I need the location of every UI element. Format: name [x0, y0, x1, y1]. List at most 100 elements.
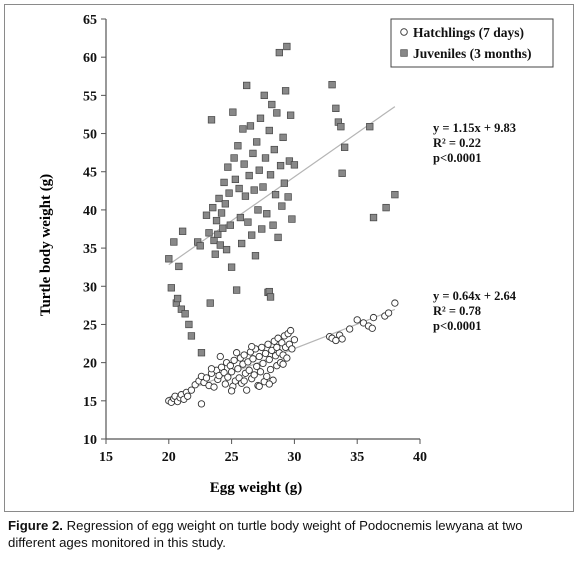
- hatchling-point: [227, 387, 236, 395]
- y-tick-label: 65: [83, 13, 97, 28]
- hatchling-point: [207, 365, 216, 373]
- juvenile-point: [290, 161, 299, 169]
- juvenile-point: [175, 262, 183, 271]
- hatchling-point: [183, 392, 192, 400]
- hatchling-point: [265, 355, 273, 364]
- regression-annotation-line: y = 0.64x + 2.64: [433, 289, 517, 303]
- hatchling-point: [368, 324, 376, 332]
- juvenile-point: [197, 349, 206, 357]
- regression-annotation-line: y = 1.15x + 9.83: [433, 121, 516, 135]
- juvenile-point: [165, 255, 173, 263]
- x-tick-label: 30: [287, 450, 301, 465]
- juvenile-point: [221, 200, 229, 208]
- juvenile-point: [273, 109, 281, 117]
- hatchling-point: [290, 336, 299, 344]
- juvenile-point: [231, 175, 240, 184]
- hatchling-point: [264, 340, 272, 348]
- hatchling-point: [279, 360, 287, 368]
- juvenile-point: [260, 91, 268, 100]
- juvenile-point: [211, 250, 219, 258]
- legend: Hatchlings (7 days) Juveniles (3 months): [390, 18, 554, 68]
- hatchling-point: [273, 343, 281, 352]
- hatchling-point: [266, 365, 275, 374]
- hatchling-point: [220, 368, 228, 377]
- juvenile-point: [234, 142, 242, 150]
- y-tick-label: 20: [83, 357, 97, 372]
- hatchling-point: [261, 349, 270, 358]
- juvenile-point: [241, 192, 250, 200]
- hatchling-point: [256, 368, 265, 376]
- juvenile-point: [248, 231, 256, 239]
- juvenile-point: [278, 202, 286, 210]
- y-tick-label: 55: [83, 89, 97, 104]
- juvenile-point: [338, 169, 346, 177]
- hatchling-point: [391, 299, 399, 307]
- hatchling-point: [259, 359, 267, 368]
- juvenile-point: [274, 233, 282, 242]
- juvenile-point: [391, 190, 399, 199]
- juvenile-point: [279, 133, 287, 142]
- juvenile-point: [249, 149, 257, 158]
- juvenile-point: [222, 245, 231, 254]
- hatchling-point: [245, 366, 253, 374]
- caption-label: Figure 2.: [8, 518, 63, 533]
- juvenile-point: [173, 294, 182, 303]
- hatchling-point: [288, 345, 296, 353]
- juvenile-point: [232, 286, 241, 294]
- juvenile-point: [187, 332, 196, 340]
- hatchling-point: [197, 400, 206, 408]
- juvenile-point: [224, 163, 232, 171]
- hatchling-point: [338, 335, 346, 343]
- juvenile-point: [281, 87, 290, 95]
- y-tick-label: 60: [83, 51, 97, 66]
- juvenile-point: [258, 225, 266, 233]
- juvenile-point: [209, 203, 217, 212]
- juvenile-point: [167, 284, 175, 292]
- hatchling-point: [221, 380, 229, 388]
- hatchling-point: [265, 380, 273, 388]
- hatchling-point: [255, 352, 263, 361]
- legend-label: Juveniles (3 months): [413, 46, 532, 61]
- x-tick-label: 15: [99, 450, 113, 465]
- juvenile-point: [382, 203, 390, 212]
- juvenile-point: [196, 242, 204, 250]
- hatchling-point: [202, 374, 211, 382]
- hatchling-point: [286, 326, 295, 335]
- y-tick-label: 45: [83, 166, 97, 181]
- juvenile-point: [270, 145, 278, 154]
- legend-marker-circle-icon: [400, 28, 408, 36]
- figure-caption: Figure 2. Regression of egg weight on tu…: [8, 517, 572, 551]
- hatchling-point: [248, 342, 256, 351]
- juvenile-point: [220, 178, 228, 187]
- hatchling-point: [253, 362, 261, 371]
- regression-annotation-line: p<0.0001: [433, 151, 481, 165]
- juvenile-point: [225, 189, 233, 197]
- juvenile-point: [177, 305, 186, 313]
- y-tick-label: 40: [83, 204, 97, 219]
- juvenile-point: [181, 310, 189, 318]
- juvenile-point: [268, 100, 276, 109]
- juvenile-point: [271, 190, 280, 199]
- juvenile-point: [254, 206, 262, 214]
- juvenile-point: [265, 126, 273, 135]
- hatchling-point: [278, 339, 286, 347]
- juvenile-point: [332, 104, 340, 112]
- juvenile-point: [328, 81, 336, 89]
- x-tick-label: 35: [350, 450, 364, 465]
- juvenile-point: [284, 193, 292, 201]
- hatchling-point: [283, 354, 291, 362]
- juvenile-point: [253, 138, 261, 146]
- data-points: [165, 42, 399, 408]
- hatchling-point: [187, 386, 196, 394]
- juvenile-point: [285, 157, 294, 165]
- hatchling-point: [346, 325, 354, 333]
- y-tick-label: 25: [83, 318, 97, 333]
- y-axis-label: Turtle body weight (g): [38, 174, 54, 316]
- hatchling-point: [232, 349, 241, 357]
- juvenile-point: [237, 239, 246, 248]
- juvenile-point: [185, 320, 193, 329]
- juvenile-point: [276, 161, 285, 170]
- hatchling-point: [216, 352, 224, 361]
- hatchling-point: [243, 386, 251, 394]
